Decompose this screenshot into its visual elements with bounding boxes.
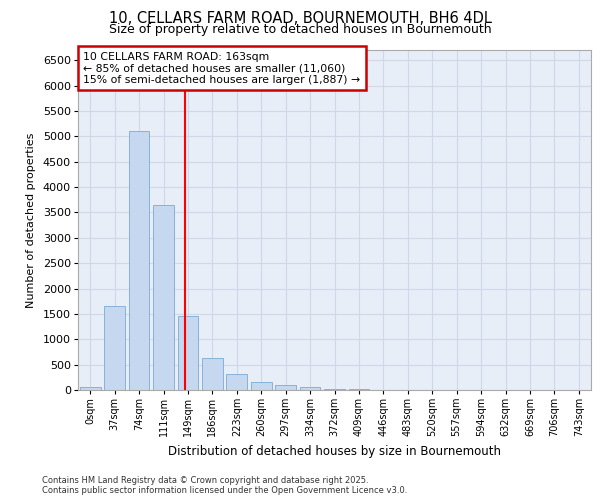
Bar bbox=[104, 306, 125, 390]
Bar bbox=[275, 385, 296, 390]
Bar bbox=[202, 358, 223, 390]
Text: 10, CELLARS FARM ROAD, BOURNEMOUTH, BH6 4DL: 10, CELLARS FARM ROAD, BOURNEMOUTH, BH6 … bbox=[109, 11, 491, 26]
Bar bbox=[226, 374, 247, 390]
Text: Contains HM Land Registry data © Crown copyright and database right 2025.
Contai: Contains HM Land Registry data © Crown c… bbox=[42, 476, 407, 495]
Text: 10 CELLARS FARM ROAD: 163sqm
← 85% of detached houses are smaller (11,060)
15% o: 10 CELLARS FARM ROAD: 163sqm ← 85% of de… bbox=[83, 52, 360, 85]
Bar bbox=[324, 388, 345, 390]
Bar bbox=[299, 388, 320, 390]
Bar bbox=[80, 388, 101, 390]
Text: Size of property relative to detached houses in Bournemouth: Size of property relative to detached ho… bbox=[109, 22, 491, 36]
Y-axis label: Number of detached properties: Number of detached properties bbox=[26, 132, 36, 308]
Bar bbox=[153, 205, 174, 390]
Bar bbox=[128, 131, 149, 390]
Bar bbox=[178, 316, 199, 390]
Bar bbox=[251, 382, 272, 390]
Bar bbox=[349, 389, 370, 390]
X-axis label: Distribution of detached houses by size in Bournemouth: Distribution of detached houses by size … bbox=[168, 445, 501, 458]
